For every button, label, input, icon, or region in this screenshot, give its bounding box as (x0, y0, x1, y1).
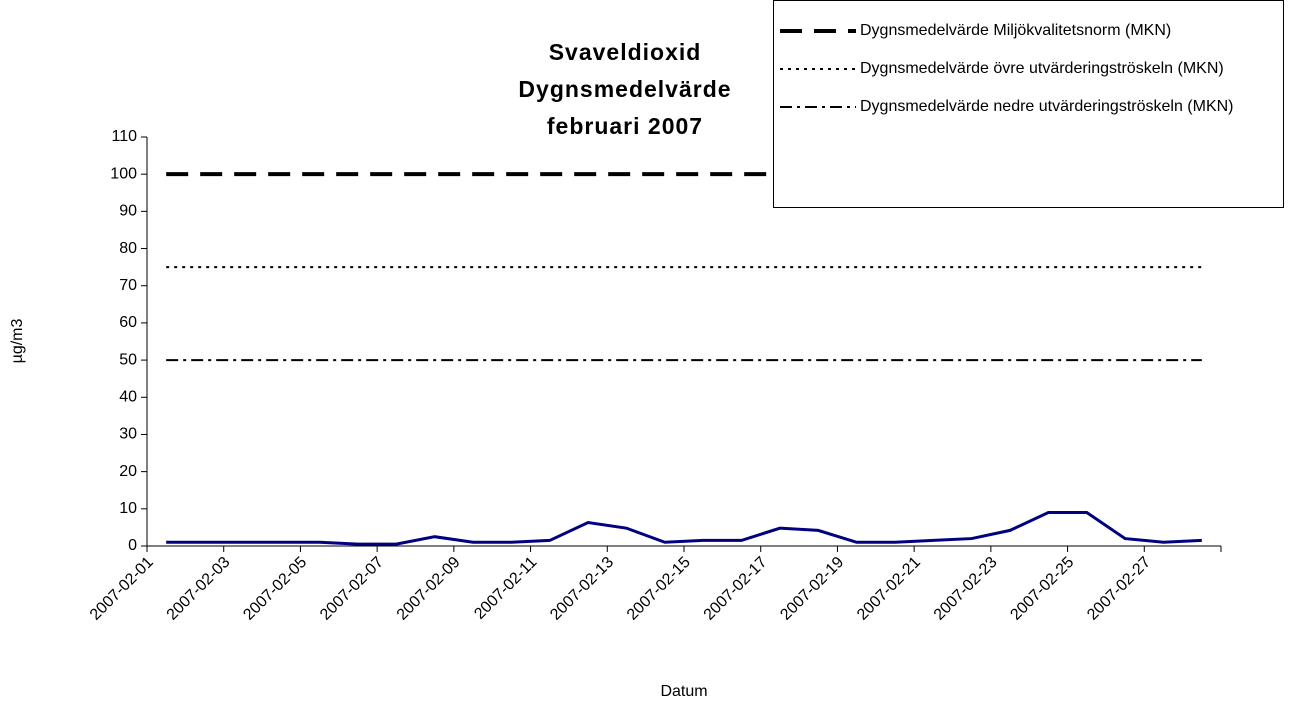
y-tick-label: 60 (119, 314, 137, 331)
x-tick-label: 2007-02-17 (701, 554, 771, 624)
legend-swatch (780, 68, 856, 70)
x-tick-label: 2007-02-21 (854, 554, 924, 624)
legend-entry: Dygnsmedelvärde övre utvärderingströskel… (774, 57, 1283, 81)
y-tick-label: 10 (119, 500, 137, 517)
legend-entry: Dygnsmedelvärde nedre utvärderingströske… (774, 95, 1283, 119)
legend-swatch (780, 29, 856, 33)
y-tick-label: 70 (119, 277, 137, 294)
x-tick-label: 2007-02-23 (931, 554, 1001, 624)
series-line (166, 511, 1202, 546)
x-tick-label: 2007-02-13 (547, 554, 617, 624)
x-axis-label: Datum (660, 683, 707, 700)
legend-entry: Dygnsmedelvärde Miljökvalitetsnorm (MKN) (774, 19, 1283, 43)
x-tick-label: 2007-02-27 (1084, 554, 1154, 624)
legend-label: Dygnsmedelvärde nedre utvärderingströske… (860, 98, 1234, 115)
x-tick-label: 2007-02-07 (317, 554, 387, 624)
y-tick-label: 100 (110, 165, 137, 182)
legend-swatch (780, 106, 856, 108)
x-tick-label: 2007-02-03 (164, 554, 234, 624)
y-tick-label: 90 (119, 203, 137, 220)
y-tick-label: 80 (119, 240, 137, 257)
legend-label: Dygnsmedelvärde övre utvärderingströskel… (860, 60, 1224, 77)
y-tick-label: 0 (128, 537, 137, 554)
x-tick-label: 2007-02-09 (394, 554, 464, 624)
y-tick-label: 40 (119, 388, 137, 405)
x-tick-label: 2007-02-05 (240, 554, 310, 624)
x-tick-label: 2007-02-25 (1007, 554, 1077, 624)
x-tick-label: 2007-02-19 (777, 554, 847, 624)
y-tick-label: 50 (119, 351, 137, 368)
y-tick-label: 30 (119, 426, 137, 443)
legend: Dygnsmedelvärde Miljökvalitetsnorm (MKN)… (773, 0, 1284, 208)
y-tick-label: 110 (111, 128, 137, 145)
y-axis-label: µg/m3 (9, 319, 26, 364)
x-tick-label: 2007-02-11 (471, 554, 540, 623)
x-tick-label: 2007-02-15 (624, 554, 694, 624)
legend-label: Dygnsmedelvärde Miljökvalitetsnorm (MKN) (860, 22, 1172, 39)
y-tick-label: 20 (119, 463, 137, 480)
x-tick-label: 2007-02-01 (87, 554, 157, 624)
chart-title: Svaveldioxid Dygnsmedelvärde februari 20… (518, 39, 732, 139)
